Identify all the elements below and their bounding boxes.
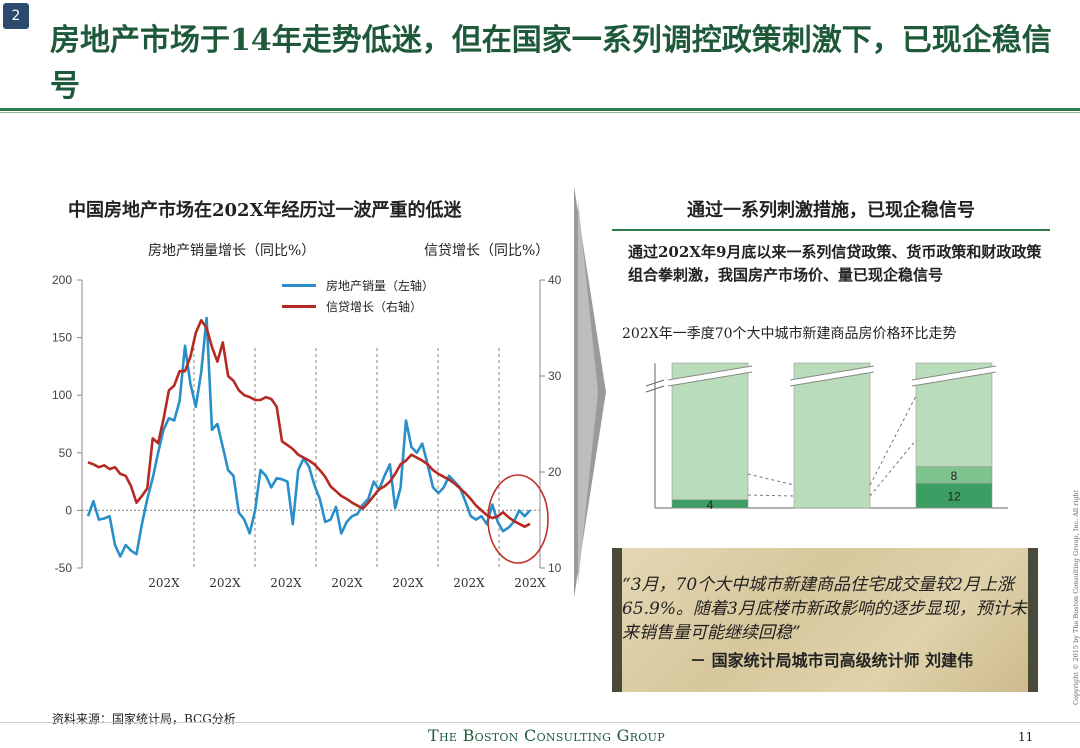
bar-break-mark: [789, 365, 875, 381]
transition-arrow: [574, 186, 606, 598]
title-divider: [0, 108, 1080, 111]
arrow-highlight: [578, 200, 598, 584]
legend-swatch-credit: [282, 305, 316, 308]
bar-break-gap: [667, 366, 753, 386]
copyright-note: Copyright © 2015 by The Boston Consultin…: [1072, 490, 1080, 705]
bar-break-mark: [667, 371, 753, 387]
bar-break-gap: [789, 366, 875, 386]
left-tick-label: 150: [52, 331, 72, 345]
page-number: 11: [1018, 730, 1034, 744]
right-panel-body: 通过202X年9月底以来一系列信贷政策、货币政策和财政政策组合拳刺激，我国房产市…: [628, 243, 1042, 284]
source-note: 资料来源：国家统计局，BCG分析: [52, 712, 236, 726]
left-axis-caption: 房地产销量增长（同比%）: [148, 243, 316, 259]
footer-divider: [0, 722, 1080, 723]
bar-segment-up: [671, 362, 749, 501]
title-divider-thin: [0, 112, 1080, 113]
bar-data-label: 8: [951, 469, 958, 483]
right-tick-label: 40: [548, 273, 562, 287]
bar-segment-up: [793, 362, 871, 509]
bar-segment-down: [915, 482, 993, 509]
legend-swatch-sales: [282, 284, 316, 287]
axis-break-mark: [645, 379, 665, 387]
company-logo: The Boston Consulting Group: [428, 726, 665, 745]
bar-connector: [869, 439, 917, 497]
right-tick-label: 10: [548, 561, 562, 575]
left-chart-title: 中国房地产市场在202X年经历过一波严重的低迷: [68, 200, 462, 221]
legend-label-sales: 房地产销量（左轴）: [326, 279, 435, 293]
left-tick-label: 200: [52, 273, 72, 287]
copyright-text: Copyright © 2015 by The Boston Consultin…: [1072, 490, 1080, 705]
x-tick-label: 202X: [331, 576, 363, 590]
highlight-circle: [487, 474, 549, 564]
chart-legend: 房地产销量（左轴） 信贷增长（右轴）: [282, 277, 434, 315]
bar-data-label: 12: [947, 490, 961, 504]
quote-author: － 国家统计局城市司高级统计师 刘建伟: [690, 651, 974, 670]
bar-break-mark: [911, 365, 997, 381]
right-axis-caption: 信贷增长（同比%）: [424, 243, 550, 259]
x-tick-label: 202X: [148, 576, 180, 590]
legend-item-credit: 信贷增长（右轴）: [282, 298, 434, 315]
credit-series-line: [87, 318, 531, 529]
bar-data-label: 4: [707, 498, 714, 512]
page-title: 房地产市场于14年走势低迷，但在国家一系列调控政策刺激下，已现企稳信号: [50, 23, 1052, 104]
bar-chart: 4 12 8: [645, 362, 1008, 512]
left-tick-label: -50: [55, 561, 73, 575]
x-tick-label: 202X: [514, 576, 546, 590]
left-tick-label: 50: [59, 446, 73, 460]
quote-text: “3月，70个大中城市新建商品住宅成交量较2月上涨65.9%。随着3月底楼市新政…: [622, 575, 1027, 643]
legend-label-credit: 信贷增长（右轴）: [326, 300, 423, 314]
x-tick-label: 202X: [209, 576, 241, 590]
right-panel-divider: [612, 229, 1050, 231]
bar-connector: [747, 494, 795, 497]
bar-connector: [869, 395, 917, 486]
quote-panel: [612, 548, 1038, 692]
x-tick-label: 202X: [453, 576, 485, 590]
slide-number-badge: 2: [3, 3, 29, 29]
axis-break-mark: [645, 385, 665, 393]
bar-break-gap: [911, 366, 997, 386]
x-tick-label: 202X: [392, 576, 424, 590]
legend-item-sales: 房地产销量（左轴）: [282, 277, 434, 294]
x-tick-label: 202X: [270, 576, 302, 590]
bar-break-mark: [667, 365, 753, 381]
left-tick-label: 0: [65, 503, 72, 517]
bar-chart-title: 202X年一季度70个大中城市新建商品房价格环比走势: [622, 326, 957, 342]
left-tick-label: 100: [52, 388, 72, 402]
bar-break-mark: [911, 371, 997, 387]
bar-break-mark: [789, 371, 875, 387]
right-panel-title: 通过一系列刺激措施，已现企稳信号: [687, 200, 975, 221]
right-tick-label: 20: [548, 465, 562, 479]
bar-connector: [747, 473, 795, 486]
line-chart: -50 0 50 100 150 200 10 20 30 40 202X 202X 202X 202X 2…: [52, 273, 562, 590]
right-tick-label: 30: [548, 369, 562, 383]
